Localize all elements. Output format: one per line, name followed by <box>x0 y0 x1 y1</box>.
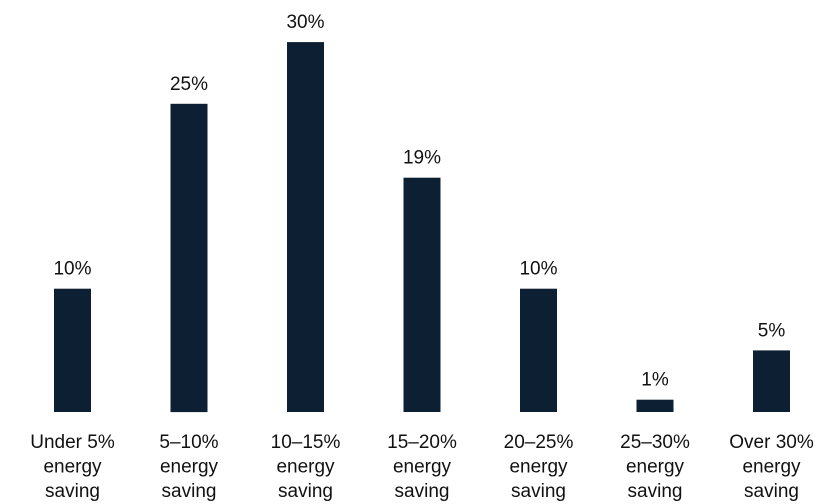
category-label-3: 10–15% energy saving <box>271 432 341 502</box>
value-label-3: 30% <box>286 12 324 33</box>
value-label-2: 25% <box>170 74 208 95</box>
category-label-line: saving <box>395 481 450 502</box>
category-label-line: energy <box>626 457 685 478</box>
category-label-line: 10–15% <box>271 432 341 453</box>
category-label-line: saving <box>278 481 333 502</box>
category-label-4: 15–20% energy saving <box>387 432 457 502</box>
category-label-line: energy <box>742 457 801 478</box>
category-label-line: energy <box>276 457 335 478</box>
value-label-7: 5% <box>758 320 786 341</box>
category-label-line: saving <box>45 481 100 502</box>
category-label-line: energy <box>160 457 219 478</box>
bar-6 <box>636 399 674 412</box>
bar-7 <box>753 350 790 412</box>
category-label-line: 5–10% <box>159 432 218 453</box>
category-label-1: Under 5% energy saving <box>30 432 115 502</box>
category-label-line: 20–25% <box>504 432 574 453</box>
category-label-line: Under 5% <box>30 432 115 453</box>
category-label-line: energy <box>509 457 568 478</box>
value-label-6: 1% <box>641 370 669 391</box>
category-label-line: Over 30% <box>729 432 814 453</box>
bar-5 <box>520 288 557 412</box>
category-label-line: saving <box>628 481 683 502</box>
bar-2 <box>170 103 208 413</box>
category-label-6: 25–30% energy saving <box>620 432 690 502</box>
category-label-line: energy <box>43 457 102 478</box>
category-label-2: 5–10% energy saving <box>159 432 218 502</box>
category-label-line: saving <box>162 481 217 502</box>
bar-4 <box>403 177 441 412</box>
category-label-line: saving <box>744 481 799 502</box>
category-label-line: 25–30% <box>620 432 690 453</box>
bar-3 <box>287 42 324 412</box>
category-label-line: 15–20% <box>387 432 457 453</box>
value-label-4: 19% <box>403 148 441 169</box>
category-label-line: saving <box>511 481 566 502</box>
value-label-1: 10% <box>53 259 91 280</box>
category-label-5: 20–25% energy saving <box>504 432 574 502</box>
bar-1 <box>54 288 91 412</box>
category-label-line: energy <box>393 457 452 478</box>
bars-group <box>54 42 790 413</box>
value-label-5: 10% <box>519 259 557 280</box>
category-label-7: Over 30% energy saving <box>729 432 814 502</box>
value-labels-group: 10% 25% 30% 19% 10% 1% 5% <box>53 12 785 391</box>
